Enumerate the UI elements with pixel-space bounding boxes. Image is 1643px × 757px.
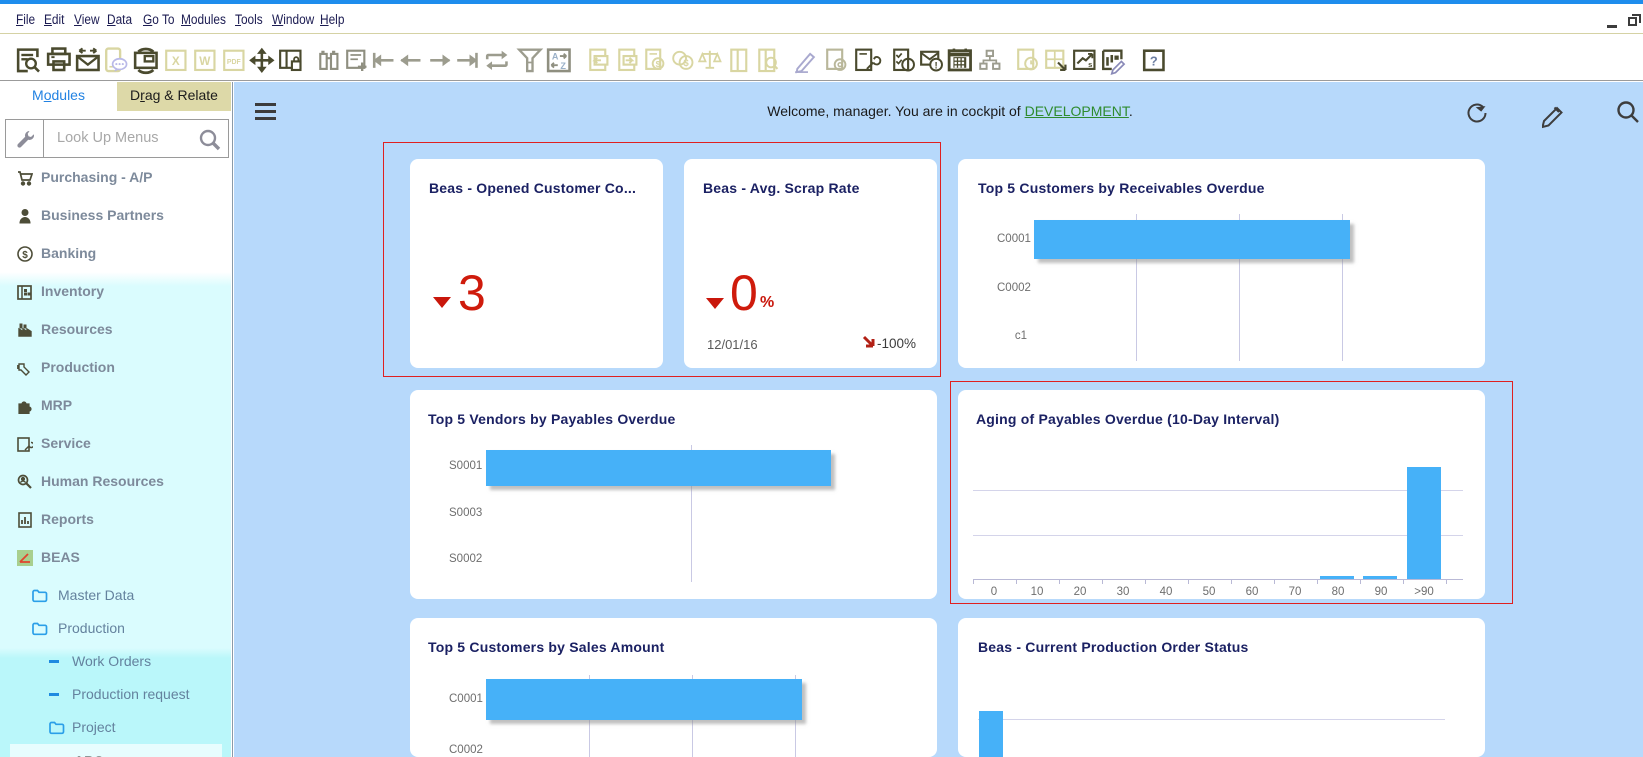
svg-text:?: ? [1150,54,1158,69]
svg-text:!: ! [907,60,910,71]
svg-text:A: A [552,51,559,61]
svg-text:X: X [172,55,180,68]
svg-text:Z: Z [560,61,566,71]
svg-text:$: $ [22,250,28,261]
svg-text:W: W [199,55,211,68]
svg-text:s: s [1088,60,1092,69]
svg-text:!: ! [935,60,938,71]
svg-text:$: $ [656,59,661,69]
svg-text:PDF: PDF [227,59,241,66]
svg-text:$: $ [683,58,689,69]
